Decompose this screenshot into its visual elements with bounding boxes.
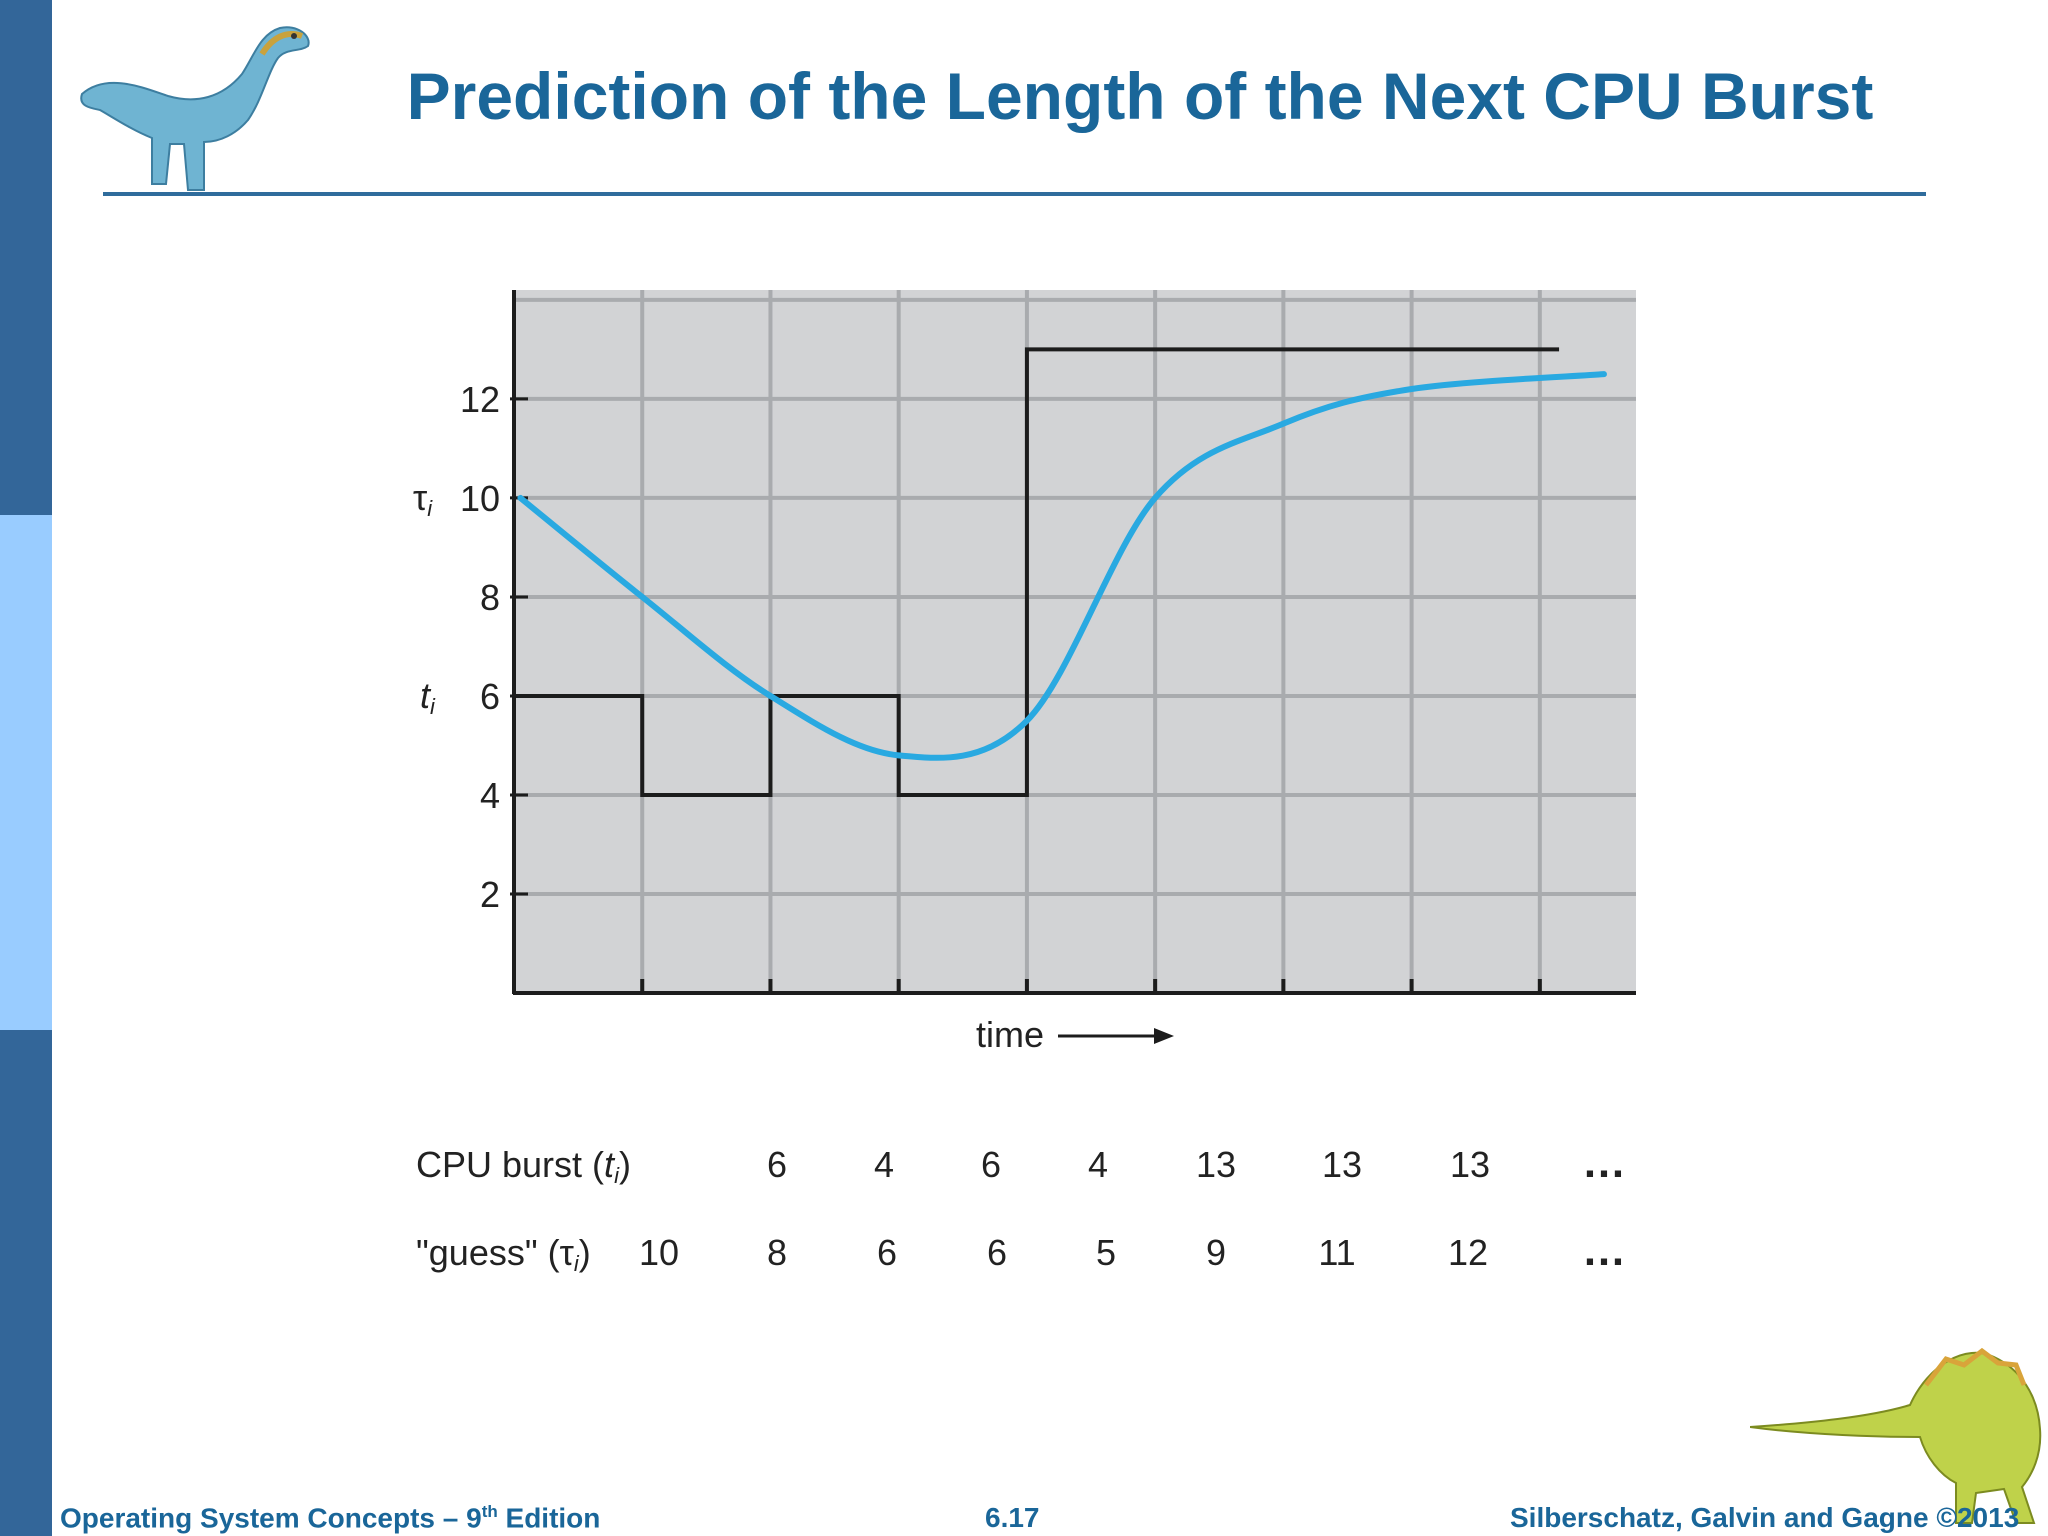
table-row-guess-label: "guess" (τi)	[416, 1232, 591, 1276]
y-tick-label: 12	[460, 379, 500, 420]
title-divider	[103, 192, 1926, 196]
table-cpu-burst-value: …	[1582, 1138, 1626, 1187]
table-row-cpu-burst-label: CPU burst (ti)	[416, 1144, 631, 1188]
footer-book-title-tail: Edition	[497, 1502, 601, 1534]
table-guess-value: 6	[987, 1232, 1007, 1273]
sidebar-middle-band	[0, 515, 52, 1030]
guess-prediction-curve	[517, 371, 1607, 761]
y-tick-label: 6	[480, 676, 500, 717]
table-row-label-part: i	[574, 1251, 580, 1276]
table-row-label-part: )	[619, 1144, 631, 1185]
table-guess-value: 11	[1318, 1232, 1355, 1273]
footer-book-title: Operating System Concepts – 9th Edition	[60, 1502, 600, 1534]
y-axis-t-label: ti	[420, 675, 436, 719]
dinosaur-icon	[1750, 1347, 2042, 1524]
table-row-label-part: CPU burst (	[416, 1144, 604, 1185]
table-row-label-part: t	[604, 1144, 616, 1185]
table-guess-value: 12	[1448, 1232, 1488, 1273]
table-guess-value: 10	[639, 1232, 679, 1273]
y-axis-t-label-symbol: t	[420, 675, 432, 716]
table-row-label-part: "guess" (	[416, 1232, 560, 1273]
y-axis-tau-label-symbol: τ	[413, 477, 427, 518]
table-row-label-part: τ	[560, 1232, 574, 1273]
table-row-label-part: i	[614, 1163, 620, 1188]
table-cpu-burst-value: 13	[1450, 1144, 1490, 1185]
table-guess-value: 5	[1096, 1232, 1116, 1273]
y-tick-label: 4	[480, 775, 500, 816]
table-guess-value: …	[1582, 1226, 1626, 1275]
table-cpu-burst-value: 4	[874, 1144, 894, 1185]
table-cpu-burst-value: 13	[1322, 1144, 1362, 1185]
sidebar-bottom-band	[0, 1030, 52, 1536]
table-cpu-burst-value: 4	[1088, 1144, 1108, 1185]
table-row-label-part: )	[579, 1232, 591, 1273]
y-axis-t-label-subscript: i	[430, 694, 436, 719]
slide-title: Prediction of the Length of the Next CPU…	[406, 59, 1874, 133]
y-tick-label: 8	[480, 577, 500, 618]
dinosaur-icon	[80, 26, 310, 191]
table-guess-value: 6	[877, 1232, 897, 1273]
table-cpu-burst-value: 6	[981, 1144, 1001, 1185]
time-arrow-head	[1154, 1028, 1174, 1044]
cpu-burst-step-line	[514, 347, 1560, 797]
y-tick-label: 2	[480, 874, 500, 915]
table-guess-value: 9	[1206, 1232, 1226, 1273]
y-axis-tau-label: τi	[413, 477, 433, 521]
table-cpu-burst-value: 6	[767, 1144, 787, 1185]
table-cpu-burst-value: 13	[1196, 1144, 1236, 1185]
table-guess-value: 8	[767, 1232, 787, 1273]
footer-edition-suffix: th	[481, 1502, 498, 1521]
footer-book-title-main: Operating System Concepts – 9	[60, 1502, 482, 1534]
sidebar-top-band	[0, 0, 52, 515]
footer-copyright: Silberschatz, Galvin and Gagne ©2013	[1510, 1502, 2020, 1533]
y-tick-label: 10	[460, 478, 500, 519]
y-axis-tau-label-subscript: i	[427, 496, 433, 521]
x-axis-label: time	[976, 1014, 1044, 1055]
footer-slide-number: 6.17	[985, 1502, 1040, 1533]
